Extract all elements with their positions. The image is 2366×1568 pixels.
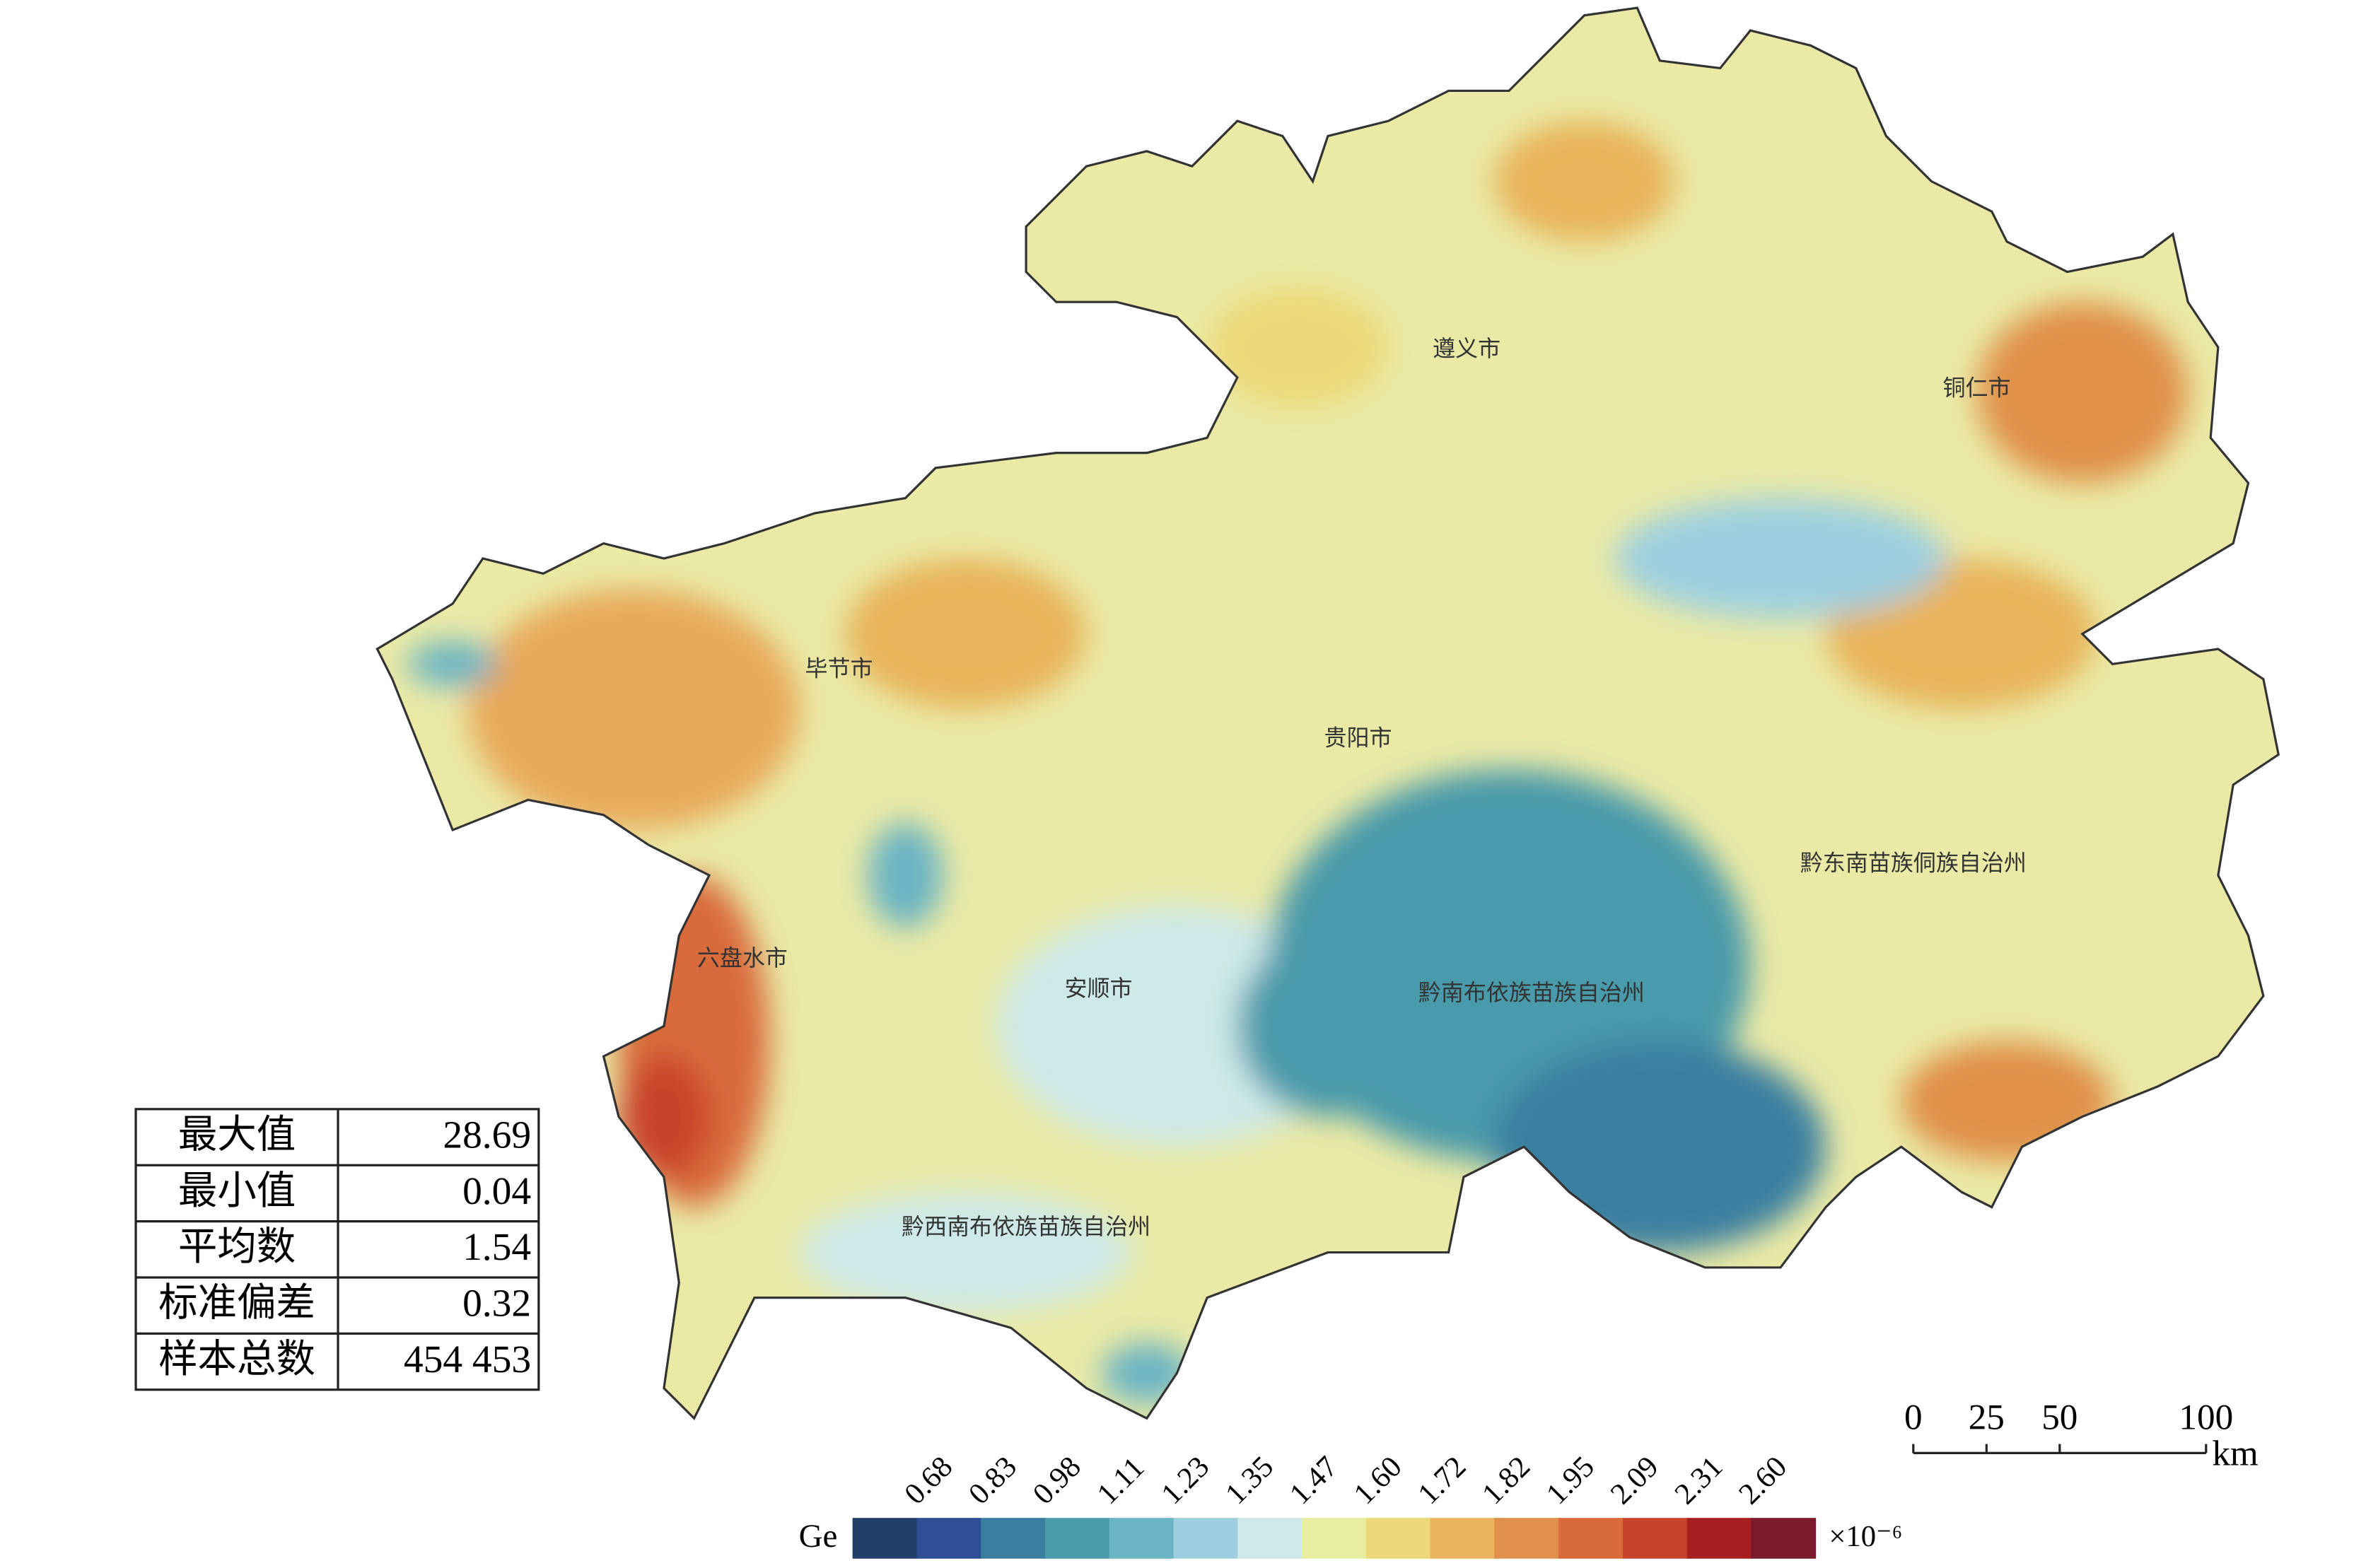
legend-swatch [981,1518,1047,1559]
legend-label: 1.72 [1411,1450,1472,1511]
table-cell: 最小值 [178,1170,296,1213]
legend-title: Ge [799,1518,838,1555]
legend-label: 1.23 [1155,1450,1216,1511]
legend-label: 1.47 [1283,1450,1344,1511]
color-legend: Ge ×10⁻⁶ 0.68 0.83 0.98 1.11 1.23 1.35 1.47 1.6… [799,1450,1902,1559]
legend-swatch [852,1518,918,1559]
legend-swatch [1686,1518,1752,1559]
legend-label: 1.82 [1476,1450,1537,1511]
legend-swatch [1365,1518,1431,1559]
table-cell: 0.32 [462,1282,531,1326]
city-label: 遵义市 [1433,336,1500,361]
legend-swatch [1302,1518,1367,1559]
table-cell: 平均数 [178,1226,296,1269]
legend-swatch [1751,1518,1817,1559]
city-label: 黔南布依族苗族自治州 [1418,980,1645,1005]
legend-label: 0.68 [898,1450,959,1511]
legend-swatch [1494,1518,1560,1559]
legend-unit: ×10⁻⁶ [1829,1520,1902,1553]
legend-label: 2.31 [1668,1450,1729,1511]
legend-swatch [1622,1518,1688,1559]
scale-label: 100 [2179,1397,2233,1437]
city-label: 六盘水市 [697,945,788,971]
scale-label: 25 [1969,1397,2005,1437]
table-cell: 28.69 [443,1113,531,1157]
legend-swatch [1109,1518,1175,1559]
legend-label: 0.83 [962,1450,1023,1511]
legend-label: 2.60 [1732,1450,1793,1511]
table-cell: 最大值 [178,1113,296,1157]
city-label: 铜仁市 [1942,375,2010,401]
table-cell: 1.54 [462,1226,531,1269]
table-cell: 454 453 [404,1338,531,1381]
legend-label: 1.60 [1348,1450,1409,1511]
city-label: 黔西南布依族苗族自治州 [902,1214,1150,1239]
city-label: 黔东南苗族侗族自治州 [1800,850,2027,876]
table-cell: 0.04 [462,1170,531,1213]
legend-swatch [1558,1518,1624,1559]
table-cell: 样本总数 [158,1338,315,1381]
city-label: 贵阳市 [1324,725,1392,751]
legend-swatch [1237,1518,1303,1559]
legend-label: 2.09 [1604,1450,1665,1511]
legend-swatch [1430,1518,1496,1559]
surface [377,8,2279,1419]
stats-table: 最大值 28.69 最小值 0.04 平均数 1.54 标准偏差 0.32 样本总数 454 45… [134,1108,540,1391]
legend-swatch [1044,1518,1110,1559]
scale-label: 0 [1904,1397,1923,1437]
city-label: 安顺市 [1064,976,1132,1001]
legend-label: 1.35 [1219,1450,1280,1511]
table-cell: 标准偏差 [158,1282,315,1326]
scale-unit: km [2212,1433,2259,1473]
legend-label: 0.98 [1027,1450,1088,1511]
legend-label: 1.95 [1540,1450,1601,1511]
scale-label: 50 [2041,1397,2077,1437]
legend-label: 1.11 [1091,1451,1151,1511]
legend-swatch [916,1518,982,1559]
legend-swatch [1173,1518,1239,1559]
city-label: 毕节市 [805,655,873,681]
